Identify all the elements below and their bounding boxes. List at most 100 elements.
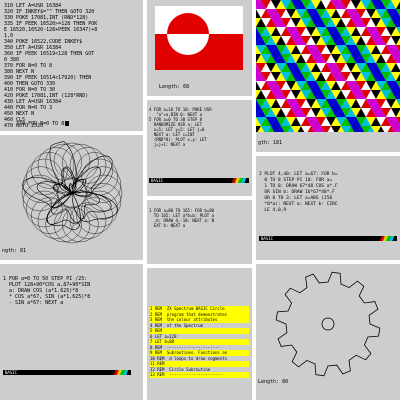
triangle-cell	[301, 54, 311, 63]
triangle-cell	[291, 72, 301, 81]
basic-label: BASIC	[151, 178, 164, 183]
triangle-cell	[396, 19, 400, 27]
triangle-cell	[301, 108, 311, 117]
triangle-cell	[291, 117, 301, 126]
triangle-cell	[391, 63, 400, 72]
triangle-cell	[391, 54, 400, 63]
triangle-cell	[256, 0, 266, 9]
triangle-cell	[351, 72, 361, 81]
triangle-cell	[341, 117, 351, 126]
triangle-cell	[391, 81, 400, 90]
triangle-cell	[286, 27, 296, 36]
triangle-cell	[286, 9, 296, 18]
triangle-cell	[316, 63, 326, 72]
triangle-cell	[321, 108, 331, 117]
triangle-cell	[296, 99, 306, 108]
triangle-cell	[261, 90, 271, 99]
triangle-cell	[336, 81, 346, 90]
lace-ring	[69, 147, 107, 184]
triangle-cell	[256, 9, 266, 18]
triangle-cell	[337, 126, 345, 132]
triangle-cell	[361, 90, 371, 99]
triangle-cell	[306, 117, 316, 126]
triangle-cell	[261, 99, 271, 108]
listing-line: 335 IF PEEK 16520>=128 THEN POK	[4, 21, 98, 27]
triangle-cell	[326, 45, 336, 54]
triangle-cell	[331, 63, 341, 72]
triangle-cell	[347, 126, 355, 132]
triangle-cell	[371, 90, 381, 99]
triangle-cell	[321, 117, 331, 126]
lace-ring	[84, 183, 122, 220]
triangle-cell	[336, 63, 346, 72]
triangle-cell	[341, 99, 351, 108]
triangle-cell	[316, 108, 326, 117]
triangle-cell	[346, 54, 356, 63]
lace-ring	[85, 174, 123, 212]
triangle-cell	[366, 108, 376, 117]
triangle-cell	[291, 81, 301, 90]
lace-ring	[31, 152, 68, 189]
triangle-cell	[351, 18, 361, 27]
triangle-cell	[261, 0, 271, 9]
triangle-cell	[327, 126, 335, 132]
triangle-cell	[396, 99, 400, 107]
gear-outline	[275, 271, 381, 377]
triangle-cell	[381, 99, 391, 108]
triangle-cell	[326, 54, 336, 63]
basic-status-bar: BASIC	[259, 236, 397, 241]
triangle-cell	[371, 9, 381, 18]
triangle-cell	[336, 90, 346, 99]
triangle-cell	[311, 18, 321, 27]
triangle-cell	[261, 36, 271, 45]
triangle-cell	[306, 99, 316, 108]
triangle-cell	[346, 9, 356, 18]
triangle-cell	[346, 27, 356, 36]
triangle-cell	[301, 45, 311, 54]
triangle-cell	[311, 72, 321, 81]
triangle-cell	[266, 63, 276, 72]
triangle-cell	[306, 108, 316, 117]
triangle-cell	[371, 0, 381, 9]
triangle-cell	[291, 63, 301, 72]
lace-ring	[26, 190, 63, 228]
triangle-cell	[331, 90, 341, 99]
triangle-cell	[396, 81, 400, 89]
rainbow-stripes-icon	[232, 178, 246, 183]
triangle-cell	[316, 90, 326, 99]
triangle-cell	[316, 54, 326, 63]
triangle-cell	[266, 108, 276, 117]
triangle-cell	[361, 81, 371, 90]
triangle-cell	[371, 45, 381, 54]
spiral-curve	[22, 141, 118, 231]
triangle-cell	[267, 126, 275, 132]
triangle-cell	[276, 18, 286, 27]
triangle-cell	[361, 0, 371, 9]
triangle-cell	[281, 54, 291, 63]
triangle-cell	[381, 81, 391, 90]
triangle-cell	[301, 90, 311, 99]
triangle-cell	[311, 45, 321, 54]
triangle-cell	[296, 27, 306, 36]
triangle-cell	[386, 117, 396, 126]
triangle-cell	[291, 108, 301, 117]
triangle-cell	[396, 73, 400, 81]
triangle-cell	[386, 72, 396, 81]
triangle-cell	[296, 90, 306, 99]
triangle-cell	[286, 36, 296, 45]
triangle-cell	[301, 117, 311, 126]
program-listing: 2 PLOT 4,40: LET a=67: FOR b= 0 TO 8 STE…	[259, 172, 338, 213]
triangle-cell	[317, 126, 325, 132]
edit-line[interactable]: 370 FOR N=0 TO 8	[4, 115, 70, 131]
lace-ring	[26, 158, 63, 196]
triangle-cell	[301, 81, 311, 90]
triangle-cell	[356, 90, 366, 99]
rem-line: 3 REM the colour attributes	[150, 317, 249, 323]
triangle-cell	[306, 72, 316, 81]
triangle-cell	[321, 0, 331, 9]
triangle-cell	[356, 36, 366, 45]
triangle-cell	[326, 108, 336, 117]
triangle-cell	[391, 90, 400, 99]
short-program-tile: 1 FOR a=80 TO 165: FOR b=80 TO 165: LET …	[147, 200, 252, 264]
triangle-cell	[351, 36, 361, 45]
